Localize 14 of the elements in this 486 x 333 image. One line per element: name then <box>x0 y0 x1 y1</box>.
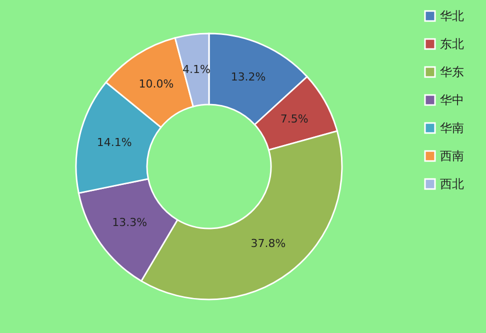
data-label: 4.1% <box>182 62 210 76</box>
legend-label: 华中 <box>440 93 464 107</box>
legend-label: 西北 <box>440 177 464 191</box>
data-label: 37.8% <box>250 236 286 250</box>
data-label: 14.1% <box>96 136 132 150</box>
data-label: 10.0% <box>138 78 174 91</box>
data-label: 7.5% <box>280 112 308 126</box>
legend-label: 华东 <box>440 65 464 79</box>
legend-label: 西南 <box>440 149 464 163</box>
data-label: 13.3% <box>112 216 148 230</box>
legend-label: 华北 <box>440 9 464 23</box>
legend-label: 东北 <box>440 37 464 51</box>
legend-label: 华南 <box>440 121 464 135</box>
data-label: 13.2% <box>230 70 266 84</box>
